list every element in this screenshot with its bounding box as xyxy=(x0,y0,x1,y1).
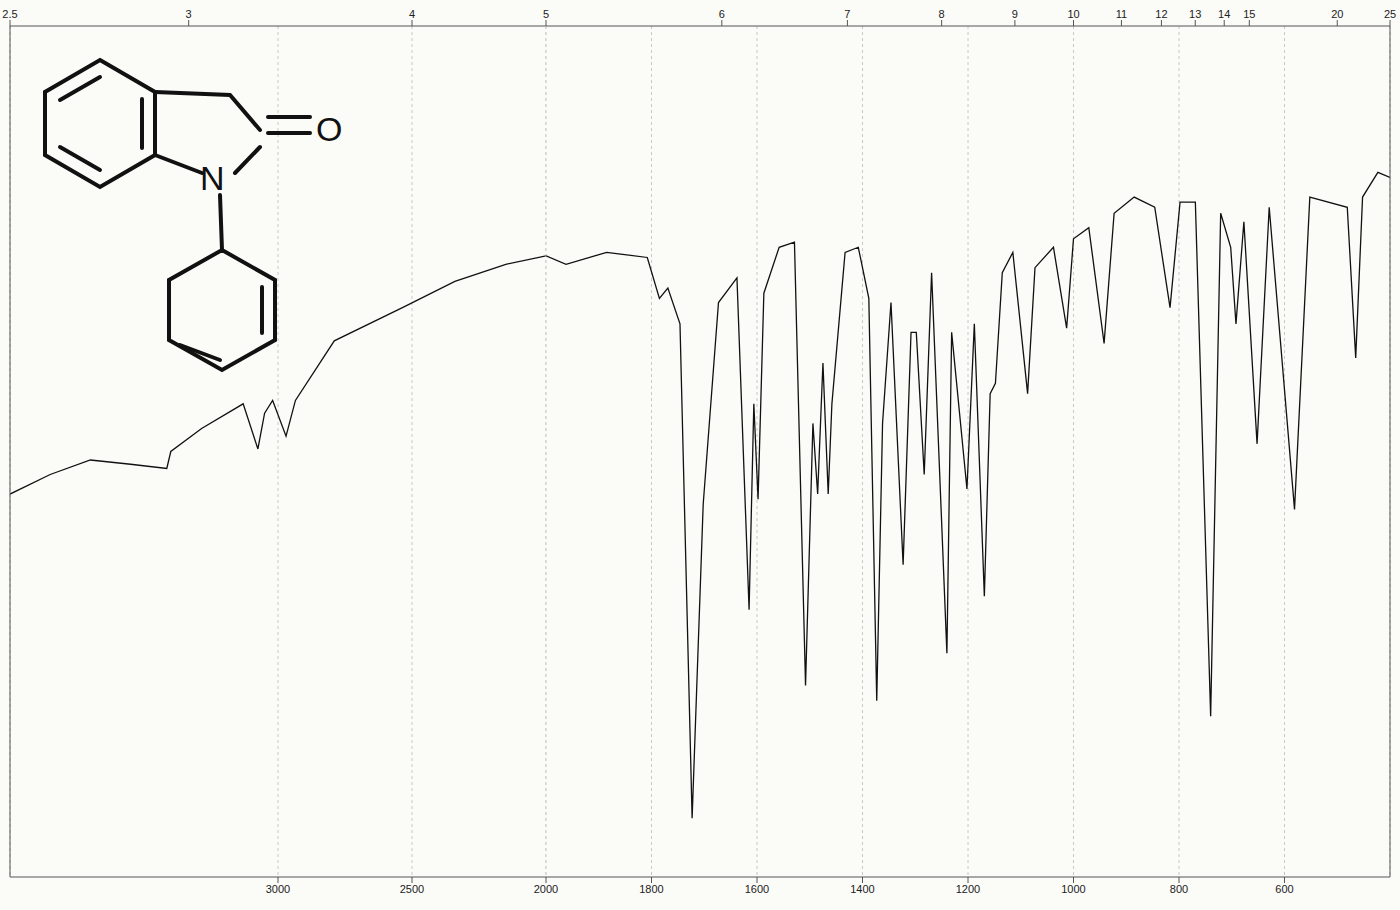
svg-text:800: 800 xyxy=(1170,883,1188,895)
svg-text:11: 11 xyxy=(1116,8,1127,20)
svg-text:4: 4 xyxy=(409,8,415,20)
svg-text:600: 600 xyxy=(1275,883,1293,895)
svg-text:14: 14 xyxy=(1218,8,1230,20)
svg-text:1800: 1800 xyxy=(639,883,663,895)
svg-text:15: 15 xyxy=(1243,8,1255,20)
svg-text:3: 3 xyxy=(186,8,192,20)
svg-text:2.5: 2.5 xyxy=(2,8,17,20)
svg-text:5: 5 xyxy=(543,8,549,20)
svg-text:10: 10 xyxy=(1067,8,1079,20)
svg-text:3000: 3000 xyxy=(266,883,290,895)
svg-text:12: 12 xyxy=(1155,8,1167,20)
svg-text:13: 13 xyxy=(1189,8,1201,20)
svg-text:1200: 1200 xyxy=(956,883,980,895)
svg-text:7: 7 xyxy=(844,8,850,20)
svg-text:8: 8 xyxy=(939,8,945,20)
svg-text:20: 20 xyxy=(1331,8,1343,20)
svg-text:25: 25 xyxy=(1384,8,1396,20)
svg-text:2000: 2000 xyxy=(534,883,558,895)
svg-text:2500: 2500 xyxy=(400,883,424,895)
svg-text:9: 9 xyxy=(1012,8,1018,20)
svg-text:1600: 1600 xyxy=(745,883,769,895)
svg-text:1000: 1000 xyxy=(1061,883,1085,895)
svg-text:6: 6 xyxy=(719,8,725,20)
svg-text:1400: 1400 xyxy=(850,883,874,895)
svg-text:O: O xyxy=(316,110,342,148)
svg-text:N: N xyxy=(200,159,225,197)
